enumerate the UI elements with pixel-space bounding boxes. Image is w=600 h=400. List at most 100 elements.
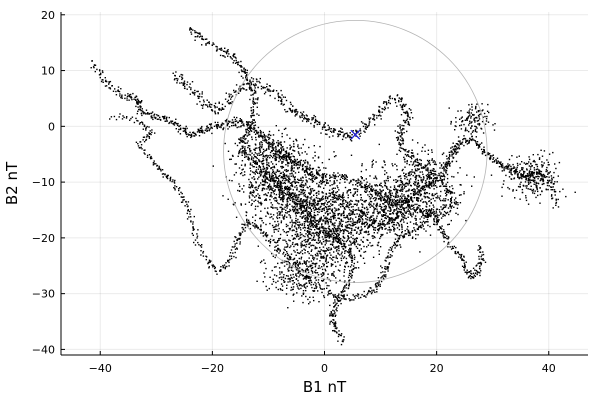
trajectory-point bbox=[327, 227, 329, 229]
trajectory-point bbox=[201, 107, 204, 109]
trajectory-point bbox=[273, 165, 275, 168]
trajectory-point bbox=[415, 158, 417, 161]
trajectory-point bbox=[271, 173, 273, 175]
trajectory-point bbox=[360, 214, 362, 217]
trajectory-point bbox=[241, 70, 243, 73]
trajectory-point bbox=[315, 231, 318, 233]
trajectory-point bbox=[477, 272, 479, 274]
trajectory-point bbox=[161, 115, 164, 118]
trajectory-point bbox=[348, 283, 351, 285]
trajectory-point bbox=[384, 267, 386, 270]
trajectory-point bbox=[280, 203, 283, 206]
trajectory-point bbox=[182, 127, 184, 129]
trajectory-point bbox=[288, 191, 290, 193]
trajectory-point bbox=[282, 216, 284, 218]
trajectory-point bbox=[277, 223, 280, 225]
trajectory-point bbox=[275, 147, 277, 149]
trajectory-point bbox=[323, 263, 325, 266]
trajectory-point bbox=[433, 219, 435, 221]
trajectory-point bbox=[483, 149, 485, 151]
trajectory-point bbox=[185, 133, 188, 136]
trajectory-point bbox=[243, 125, 245, 127]
trajectory-point bbox=[451, 185, 453, 187]
trajectory-point bbox=[444, 233, 446, 236]
trajectory-point bbox=[323, 250, 325, 252]
trajectory-point bbox=[452, 149, 454, 151]
trajectory-point bbox=[460, 142, 462, 144]
trajectory-point bbox=[145, 129, 147, 131]
trajectory-point bbox=[281, 179, 284, 182]
trajectory-point bbox=[233, 240, 235, 243]
trajectory-point bbox=[242, 141, 244, 143]
trajectory-point bbox=[304, 218, 306, 220]
trajectory-point bbox=[311, 224, 313, 226]
trajectory-point bbox=[263, 134, 266, 137]
trajectory-point bbox=[136, 98, 139, 100]
trajectory-point bbox=[175, 118, 177, 120]
trajectory-point bbox=[426, 214, 429, 216]
trajectory-point bbox=[468, 141, 470, 143]
trajectory-point bbox=[186, 127, 188, 130]
trajectory-point bbox=[444, 236, 447, 239]
trajectory-point bbox=[332, 309, 334, 312]
trajectory-point bbox=[372, 220, 374, 222]
trajectory-point bbox=[301, 189, 303, 191]
trajectory-point bbox=[257, 200, 259, 202]
trajectory-point bbox=[281, 161, 283, 163]
trajectory-point bbox=[309, 218, 312, 220]
trajectory-point bbox=[329, 193, 332, 195]
trajectory-point bbox=[345, 175, 348, 178]
trajectory-point bbox=[346, 239, 349, 242]
trajectory-point bbox=[176, 123, 178, 125]
trajectory-point bbox=[311, 119, 313, 121]
trajectory-point bbox=[278, 170, 281, 172]
trajectory-point bbox=[409, 118, 411, 120]
trajectory-point bbox=[294, 172, 297, 174]
trajectory-point bbox=[300, 211, 303, 214]
trajectory-point bbox=[350, 257, 353, 259]
trajectory-point bbox=[303, 226, 306, 228]
trajectory-point bbox=[325, 211, 328, 213]
trajectory-point bbox=[299, 234, 302, 236]
trajectory-point bbox=[142, 128, 144, 130]
trajectory-point bbox=[334, 315, 336, 317]
trajectory-point bbox=[295, 261, 297, 264]
trajectory-point bbox=[286, 197, 289, 200]
trajectory-point bbox=[454, 202, 456, 205]
trajectory-point bbox=[304, 214, 307, 217]
trajectory-point bbox=[269, 174, 271, 177]
trajectory-point bbox=[313, 239, 315, 241]
trajectory-point bbox=[259, 166, 262, 168]
trajectory-point bbox=[266, 88, 269, 90]
trajectory-point bbox=[254, 149, 256, 152]
trajectory-point bbox=[377, 283, 379, 285]
trajectory-point bbox=[413, 197, 415, 199]
trajectory-point bbox=[475, 272, 477, 274]
trajectory-point bbox=[249, 154, 252, 156]
trajectory-point bbox=[281, 211, 283, 213]
trajectory-point bbox=[341, 246, 343, 248]
trajectory-point bbox=[550, 181, 552, 184]
trajectory-point bbox=[199, 129, 201, 132]
trajectory-point bbox=[269, 245, 271, 247]
trajectory-point bbox=[115, 118, 118, 121]
trajectory-point bbox=[117, 90, 120, 92]
trajectory-point bbox=[335, 246, 337, 248]
trajectory-point bbox=[295, 220, 298, 222]
trajectory-point bbox=[470, 277, 472, 280]
trajectory-point bbox=[294, 195, 297, 197]
trajectory-point bbox=[372, 118, 374, 120]
trajectory-point bbox=[408, 234, 410, 237]
trajectory-point bbox=[435, 179, 437, 182]
trajectory-point bbox=[213, 125, 216, 127]
trajectory-point bbox=[314, 119, 317, 122]
trajectory-point bbox=[329, 130, 332, 132]
trajectory-point bbox=[448, 155, 451, 157]
trajectory-point bbox=[327, 232, 330, 234]
trajectory-point bbox=[455, 148, 457, 150]
trajectory-point bbox=[311, 168, 314, 170]
trajectory-point bbox=[166, 177, 169, 180]
trajectory-point bbox=[257, 97, 259, 99]
trajectory-point bbox=[370, 287, 372, 289]
trajectory-point bbox=[360, 132, 362, 134]
